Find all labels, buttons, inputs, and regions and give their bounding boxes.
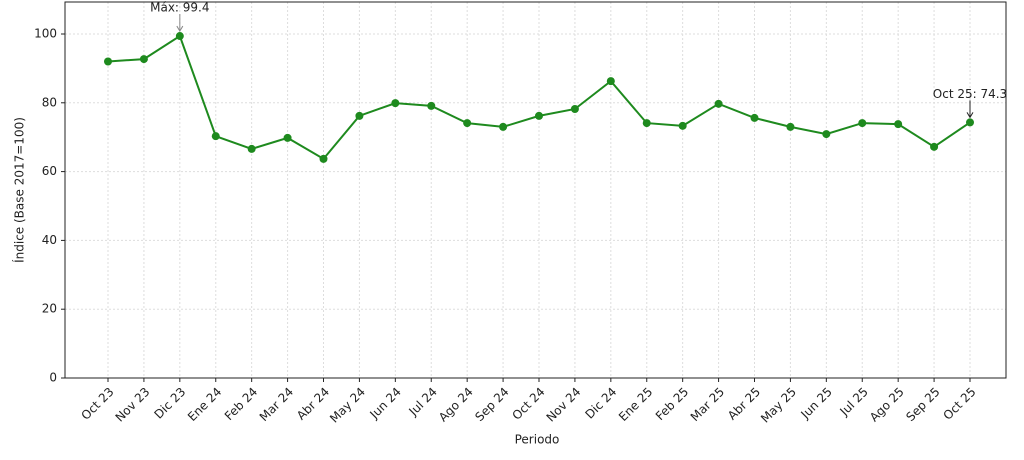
- x-tick-label: Sep 25: [903, 385, 942, 424]
- x-tick-label: Sep 24: [472, 385, 511, 424]
- x-tick-label: Nov 24: [544, 385, 584, 425]
- x-tick-label: Oct 24: [510, 385, 548, 423]
- annotation-label: Oct 25: 74.3: [933, 87, 1007, 101]
- y-tick-label: 100: [34, 26, 57, 40]
- data-point: [427, 101, 436, 110]
- data-point: [570, 104, 579, 113]
- annotation-label: Máx: 99.4: [150, 1, 209, 15]
- data-point: [786, 122, 795, 131]
- x-tick-label: Oct 25: [941, 385, 979, 423]
- data-point: [499, 122, 508, 131]
- data-point: [319, 154, 328, 163]
- x-axis-label: Periodo: [515, 433, 560, 447]
- x-tick-label: Abr 25: [725, 385, 763, 423]
- x-tick-label: Abr 24: [294, 385, 332, 423]
- annotation-arrowhead: [966, 112, 974, 119]
- x-tick-label: Jun 25: [798, 385, 835, 422]
- y-tick-label: 20: [42, 302, 57, 316]
- y-tick-label: 0: [49, 371, 57, 385]
- data-point: [606, 77, 615, 86]
- y-tick-label: 40: [42, 233, 57, 247]
- x-tick-label: Nov 23: [113, 385, 153, 425]
- x-tick-label: Jul 25: [837, 385, 871, 419]
- data-point: [391, 99, 400, 108]
- x-tick-label: Feb 24: [222, 385, 260, 423]
- x-tick-label: Jul 24: [406, 385, 440, 419]
- x-tick-label: May 25: [758, 385, 799, 426]
- x-tick-label: Ene 25: [616, 385, 655, 424]
- x-tick-label: Ago 25: [867, 385, 907, 425]
- data-point: [966, 118, 974, 127]
- x-tick-label: Mar 24: [257, 385, 296, 424]
- data-point: [283, 133, 292, 142]
- annotation-arrowhead: [176, 25, 184, 33]
- data-point: [139, 55, 148, 64]
- data-point: [642, 119, 651, 128]
- data-point: [355, 111, 364, 120]
- data-point: [678, 121, 687, 130]
- x-tick-label: Dic 23: [151, 385, 188, 422]
- data-point: [463, 119, 472, 128]
- data-point: [894, 120, 903, 129]
- data-point: [104, 57, 112, 66]
- y-tick-label: 60: [42, 164, 57, 178]
- x-tick-label: Oct 23: [79, 385, 117, 423]
- data-point: [930, 142, 939, 151]
- x-tick-label: Ene 24: [185, 385, 224, 424]
- data-point: [211, 132, 220, 141]
- x-tick-label: Dic 24: [582, 385, 619, 422]
- data-point: [822, 130, 831, 139]
- data-point: [535, 111, 543, 120]
- data-point: [247, 144, 256, 153]
- data-point: [750, 113, 759, 122]
- x-tick-label: Jun 24: [367, 385, 404, 422]
- y-axis-label: Índice (Base 2017=100): [12, 117, 27, 263]
- x-tick-label: Mar 25: [688, 385, 727, 424]
- x-tick-label: Feb 25: [653, 385, 691, 423]
- plot-frame: [64, 1, 1007, 379]
- data-point: [714, 99, 723, 108]
- y-tick-label: 80: [42, 95, 57, 109]
- data-point: [858, 119, 867, 128]
- data-point: [175, 32, 184, 41]
- x-tick-label: Ago 24: [436, 385, 476, 425]
- x-tick-label: May 24: [327, 385, 368, 426]
